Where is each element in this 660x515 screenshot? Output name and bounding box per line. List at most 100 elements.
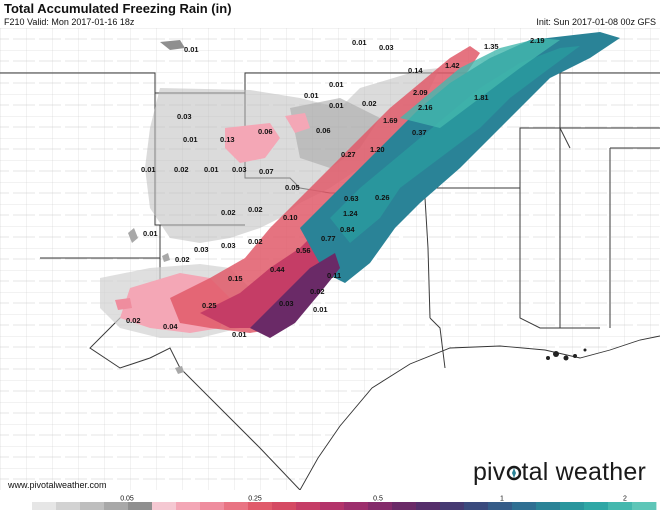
colorbar-swatch bbox=[176, 502, 201, 510]
value-label: 1.24 bbox=[343, 209, 358, 218]
value-label: 0.11 bbox=[327, 271, 341, 280]
value-label: 0.63 bbox=[344, 194, 359, 203]
gulf-coast-islands bbox=[546, 348, 587, 361]
colorbar-swatch bbox=[80, 502, 105, 510]
colorbar-swatch bbox=[392, 502, 417, 510]
value-label: 0.44 bbox=[270, 265, 285, 274]
value-label: 0.01 bbox=[313, 305, 328, 314]
value-label: 0.07 bbox=[259, 167, 274, 176]
value-label: 0.37 bbox=[412, 128, 427, 137]
colorbar-swatch bbox=[128, 502, 153, 510]
colorbar-swatch bbox=[440, 502, 465, 510]
value-label: 0.02 bbox=[126, 316, 141, 325]
value-label: 0.03 bbox=[194, 245, 209, 254]
value-label: 0.04 bbox=[163, 322, 178, 331]
value-label: 1.35 bbox=[484, 42, 499, 51]
colorbar-swatch bbox=[368, 502, 393, 510]
value-label: 2.16 bbox=[418, 103, 433, 112]
colorbar: 0.05 0.25 0.5 1 2 bbox=[0, 494, 660, 510]
brand-left: piv bbox=[472, 458, 506, 486]
value-label: 0.06 bbox=[316, 126, 331, 135]
value-label: 1.42 bbox=[445, 61, 460, 70]
value-label: 2.09 bbox=[413, 88, 428, 97]
value-label: 0.03 bbox=[221, 241, 236, 250]
value-label: 0.01 bbox=[352, 38, 367, 47]
colorbar-swatch bbox=[416, 502, 441, 510]
colorbar-label: 0.05 bbox=[120, 496, 134, 503]
colorbar-swatch bbox=[32, 502, 57, 510]
value-label: 0.01 bbox=[184, 45, 199, 54]
colorbar-swatch bbox=[584, 502, 609, 510]
colorbar-swatch bbox=[344, 502, 369, 510]
valid-time: F210 Valid: Mon 2017-01-16 18z bbox=[4, 17, 135, 27]
colorbar-label: 0.25 bbox=[248, 496, 262, 503]
colorbar-label: 0.5 bbox=[373, 496, 383, 503]
value-label: 0.01 bbox=[232, 330, 247, 339]
colorbar-label: 2 bbox=[623, 496, 627, 503]
colorbar-swatch bbox=[464, 502, 489, 510]
value-label: 0.01 bbox=[304, 91, 319, 100]
precip-speckles bbox=[128, 228, 184, 374]
logo-o-icon bbox=[506, 465, 521, 481]
value-label: 0.02 bbox=[174, 165, 189, 174]
map: 0.01 0.01 0.03 1.35 2.19 0.14 1.42 0.01 … bbox=[0, 28, 660, 491]
value-label: 0.01 bbox=[204, 165, 219, 174]
colorbar-swatch bbox=[56, 502, 81, 510]
value-label: 0.13 bbox=[220, 135, 235, 144]
value-label: 0.03 bbox=[279, 299, 294, 308]
colorbar-swatch bbox=[560, 502, 585, 510]
colorbar-swatch bbox=[608, 502, 633, 510]
value-label: 0.01 bbox=[329, 101, 344, 110]
brand-right: tal weather bbox=[521, 458, 646, 486]
value-label: 0.77 bbox=[321, 234, 336, 243]
value-label: 0.03 bbox=[177, 112, 192, 121]
colorbar-swatch bbox=[296, 502, 321, 510]
init-time: Init: Sun 2017-01-08 00z GFS bbox=[536, 17, 656, 27]
value-label: 0.26 bbox=[375, 193, 390, 202]
colorbar-swatch bbox=[224, 502, 249, 510]
value-label: 0.01 bbox=[141, 165, 156, 174]
value-label: 0.03 bbox=[232, 165, 247, 174]
value-labels: 0.01 0.01 0.03 1.35 2.19 0.14 1.42 0.01 … bbox=[126, 36, 545, 339]
value-label: 0.10 bbox=[283, 213, 298, 222]
value-label: 0.01 bbox=[183, 135, 198, 144]
value-label: 0.06 bbox=[258, 127, 273, 136]
colorbar-swatch bbox=[536, 502, 561, 510]
value-label: 0.84 bbox=[340, 225, 355, 234]
colorbar-swatch bbox=[488, 502, 513, 510]
colorbar-swatch bbox=[8, 502, 33, 510]
value-label: 0.27 bbox=[341, 150, 356, 159]
value-label: 0.56 bbox=[296, 246, 311, 255]
colorbar-swatch bbox=[512, 502, 537, 510]
value-label: 0.02 bbox=[175, 255, 190, 264]
pivotal-weather-logo: piv tal weather bbox=[473, 458, 646, 487]
value-label: 1.20 bbox=[370, 145, 385, 154]
colorbar-swatch bbox=[104, 502, 129, 510]
value-label: 0.02 bbox=[310, 287, 325, 296]
value-label: 0.02 bbox=[248, 237, 263, 246]
value-label: 1.69 bbox=[383, 116, 398, 125]
value-label: 2.19 bbox=[530, 36, 545, 45]
colorbar-swatch bbox=[200, 502, 225, 510]
colorbar-swatch bbox=[320, 502, 345, 510]
value-label: 1.81 bbox=[474, 93, 489, 102]
value-label: 0.03 bbox=[379, 43, 394, 52]
value-label: 0.05 bbox=[285, 183, 300, 192]
value-label: 0.01 bbox=[143, 229, 158, 238]
map-title: Total Accumulated Freezing Rain (in) bbox=[4, 1, 232, 16]
colorbar-label: 1 bbox=[500, 496, 504, 503]
colorbar-swatch bbox=[272, 502, 297, 510]
colorbar-swatch bbox=[248, 502, 273, 510]
value-label: 0.25 bbox=[202, 301, 217, 310]
gulf-of-mexico bbox=[300, 336, 660, 490]
value-label: 0.02 bbox=[248, 205, 263, 214]
precip-teal bbox=[300, 32, 620, 283]
colorbar-swatch bbox=[632, 502, 657, 510]
value-label: 0.01 bbox=[329, 80, 344, 89]
colorbar-svg: 0.05 0.25 0.5 1 2 bbox=[8, 496, 657, 510]
value-label: 0.02 bbox=[362, 99, 377, 108]
colorbar-swatch bbox=[152, 502, 177, 510]
value-label: 0.15 bbox=[228, 274, 243, 283]
value-label: 0.14 bbox=[408, 66, 423, 75]
website-url: www.pivotalweather.com bbox=[8, 480, 107, 490]
